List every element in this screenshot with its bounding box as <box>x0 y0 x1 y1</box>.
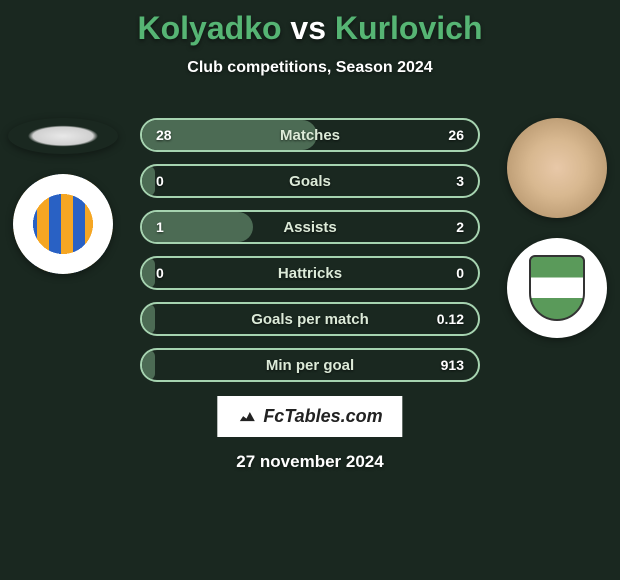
stat-row: 12Assists <box>140 210 480 244</box>
stat-row: 03Goals <box>140 164 480 198</box>
watermark-text: FcTables.com <box>263 406 382 427</box>
stat-row: 00Hattricks <box>140 256 480 290</box>
player-left-column <box>8 118 118 294</box>
title-left: Kolyadko <box>138 10 282 46</box>
player-avatar-photo <box>507 118 607 218</box>
stats-area: 2826Matches 03Goals 12Assists 00Hattricks 0.… <box>140 118 480 394</box>
stat-row: 913Min per goal <box>140 348 480 382</box>
player-avatar-placeholder <box>8 118 118 154</box>
stat-row: 2826Matches <box>140 118 480 152</box>
stat-label: Goals per match <box>142 311 478 328</box>
club-badge-left <box>13 174 113 274</box>
stat-label: Assists <box>142 219 478 236</box>
shield-icon <box>529 255 585 321</box>
watermark: FcTables.com <box>217 396 402 437</box>
stat-label: Hattricks <box>142 265 478 282</box>
stat-label: Min per goal <box>142 357 478 374</box>
chart-icon <box>237 407 257 427</box>
subtitle: Club competitions, Season 2024 <box>0 59 620 77</box>
stat-label: Matches <box>142 127 478 144</box>
title-right: Kurlovich <box>335 10 483 46</box>
club-badge-right <box>507 238 607 338</box>
title-vs: vs <box>282 10 335 46</box>
date-text: 27 november 2024 <box>0 452 620 472</box>
stat-label: Goals <box>142 173 478 190</box>
stat-row: 0.12Goals per match <box>140 302 480 336</box>
page-title: Kolyadko vs Kurlovich <box>0 0 620 47</box>
player-right-column <box>502 118 612 358</box>
comparison-infographic: Kolyadko vs Kurlovich Club competitions,… <box>0 0 620 580</box>
